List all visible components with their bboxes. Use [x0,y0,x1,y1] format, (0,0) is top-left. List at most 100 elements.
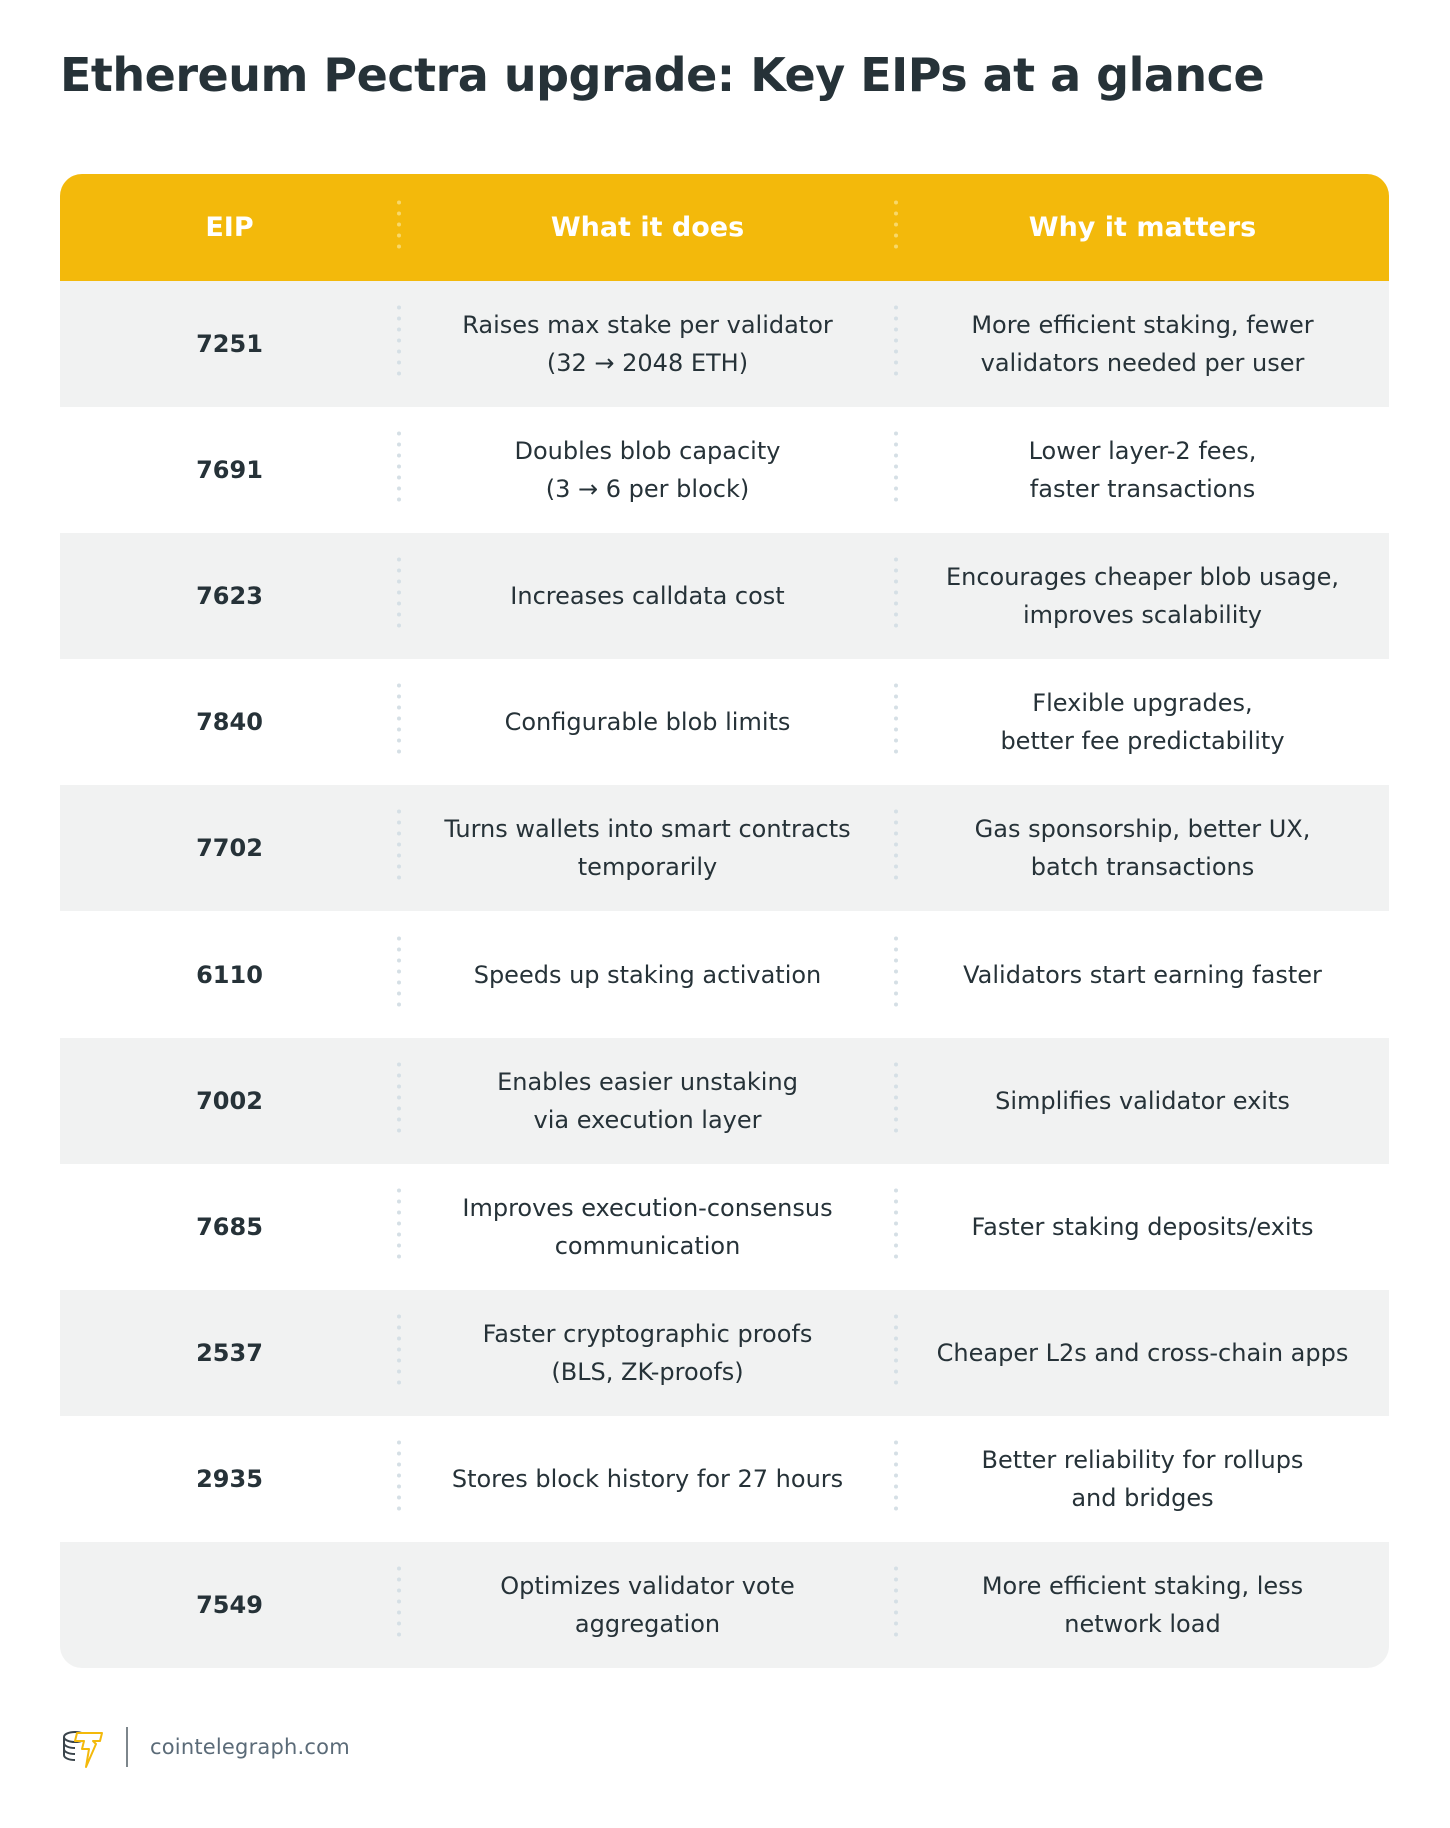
what-it-does-cell: Speeds up staking activation [397,911,896,1037]
why-it-matters-cell: More efficient staking, less network loa… [894,1542,1389,1668]
what-it-does-cell: Raises max stake per validator (32 → 204… [397,281,896,407]
column-divider [894,1440,898,1517]
what-it-does-text: Faster cryptographic proofs (BLS, ZK-pro… [482,1319,813,1386]
why-it-matters-text: More efficient staking, less network loa… [981,1571,1304,1638]
eip-number: 6110 [196,960,263,989]
footer-site: cointelegraph.com [150,1735,350,1759]
what-it-does-text: Configurable blob limits [504,708,791,737]
column-divider [894,1062,898,1139]
why-it-matters-text: Cheaper L2s and cross-chain apps [936,1338,1349,1367]
column-divider [397,1188,401,1265]
table-row: 7623 Increases calldata cost Encourages ch… [60,533,1389,660]
table-row: 7002 Enables easier unstaking via executi… [60,1037,1389,1164]
why-it-matters-text: Gas sponsorship, better UX, batch transa… [974,815,1311,882]
column-divider [397,305,401,383]
why-it-matters-cell: Flexible upgrades, better fee predictabi… [894,659,1389,785]
header-what-it-does: What it does [397,174,896,281]
why-it-matters-text: Faster staking deposits/exits [971,1212,1314,1241]
what-it-does-cell: Doubles blob capacity (3 → 6 per block) [397,407,896,533]
what-it-does-cell: Turns wallets into smart contracts tempo… [397,785,896,911]
what-it-does-cell: Faster cryptographic proofs (BLS, ZK-pro… [397,1290,896,1416]
column-divider [894,200,898,255]
column-divider [894,557,898,635]
footer-divider [126,1727,128,1767]
what-it-does-text: Stores block history for 27 hours [451,1464,844,1493]
table-row: 6110 Speeds up staking activation Validato… [60,911,1389,1038]
eip-number: 2935 [196,1464,263,1493]
eip-number: 7685 [196,1212,263,1241]
table-row: 7691 Doubles blob capacity (3 → 6 per blo… [60,407,1389,534]
why-it-matters-text: Lower layer-2 fees, faster transactions [1028,437,1257,504]
table-row: 2935 Stores block history for 27 hours Bet… [60,1415,1389,1542]
column-divider [894,1566,898,1643]
what-it-does-text: Doubles blob capacity (3 → 6 per block) [514,437,781,504]
header-why-it-matters: Why it matters [894,174,1389,281]
why-it-matters-cell: Cheaper L2s and cross-chain apps [894,1290,1389,1416]
table-row: 7702 Turns wallets into smart contracts t… [60,785,1389,912]
column-divider [397,936,401,1013]
table-row: 2537 Faster cryptographic proofs (BLS, ZK… [60,1289,1389,1416]
column-divider [397,200,401,255]
column-divider [894,683,898,761]
what-it-does-text: Raises max stake per validator (32 → 204… [462,311,833,378]
eip-number: 7702 [196,834,263,863]
column-divider [397,1314,401,1391]
what-it-does-cell: Stores block history for 27 hours [397,1416,896,1542]
column-divider [894,1188,898,1265]
eip-number: 7251 [196,330,263,359]
table-row: 7840 Configurable blob limits Flexible upg… [60,659,1389,786]
eip-number: 7549 [196,1590,263,1619]
why-it-matters-cell: Lower layer-2 fees, faster transactions [894,407,1389,533]
what-it-does-cell: Improves execution-consensus communicati… [397,1164,896,1290]
what-it-does-text: Optimizes validator vote aggregation [500,1571,795,1638]
why-it-matters-text: Flexible upgrades, better fee predictabi… [1000,689,1285,756]
what-it-does-cell: Increases calldata cost [397,533,896,659]
header-what-it-does-label: What it does [550,212,745,243]
why-it-matters-cell: Faster staking deposits/exits [894,1164,1389,1290]
table-row: 7685 Improves execution-consensus communi… [60,1163,1389,1290]
why-it-matters-text: Encourages cheaper blob usage, improves … [945,563,1340,630]
column-divider [397,683,401,761]
why-it-matters-text: Simplifies validator exits [995,1086,1290,1115]
footer: cointelegraph.com [60,1722,350,1772]
page-title: Ethereum Pectra upgrade: Key EIPs at a g… [60,48,1265,102]
why-it-matters-cell: Encourages cheaper blob usage, improves … [894,533,1389,659]
why-it-matters-cell: Validators start earning faster [894,911,1389,1037]
table-row: 7549 Optimizes validator vote aggregation… [60,1541,1389,1669]
eip-number: 7840 [196,708,263,737]
column-divider [397,557,401,635]
what-it-does-cell: Optimizes validator vote aggregation [397,1542,896,1668]
eip-table: EIP What it does Why it matters 7251 Rais… [60,174,1389,1669]
column-divider [397,809,401,887]
what-it-does-text: Improves execution-consensus communicati… [462,1193,833,1260]
what-it-does-text: Turns wallets into smart contracts tempo… [444,815,851,882]
why-it-matters-cell: Simplifies validator exits [894,1038,1389,1164]
column-divider [397,1062,401,1139]
what-it-does-text: Enables easier unstaking via execution l… [497,1067,798,1134]
what-it-does-cell: Enables easier unstaking via execution l… [397,1038,896,1164]
column-divider [894,305,898,383]
why-it-matters-cell: Gas sponsorship, better UX, batch transa… [894,785,1389,911]
table-row: 7251 Raises max stake per validator (32 →… [60,281,1389,408]
column-divider [397,1566,401,1643]
header-why-it-matters-label: Why it matters [1028,212,1257,243]
why-it-matters-cell: Better reliability for rollups and bridg… [894,1416,1389,1542]
what-it-does-cell: Configurable blob limits [397,659,896,785]
column-divider [894,936,898,1013]
column-divider [894,1314,898,1391]
table-header-row: EIP What it does Why it matters [60,174,1389,281]
header-eip: EIP [205,212,254,243]
eip-number: 7002 [196,1086,263,1115]
why-it-matters-text: Validators start earning faster [963,960,1322,989]
why-it-matters-cell: More efficient staking, fewer validators… [894,281,1389,407]
column-divider [894,431,898,509]
why-it-matters-text: Better reliability for rollups and bridg… [981,1445,1304,1512]
column-divider [894,809,898,887]
cointelegraph-logo-icon [63,1731,103,1768]
column-divider [397,431,401,509]
why-it-matters-text: More efficient staking, fewer validators… [971,311,1314,378]
what-it-does-text: Speeds up staking activation [473,960,822,989]
table-body: 7251 Raises max stake per validator (32 →… [60,281,1389,1669]
eip-number: 2537 [196,1338,263,1367]
eip-number: 7623 [196,582,263,611]
